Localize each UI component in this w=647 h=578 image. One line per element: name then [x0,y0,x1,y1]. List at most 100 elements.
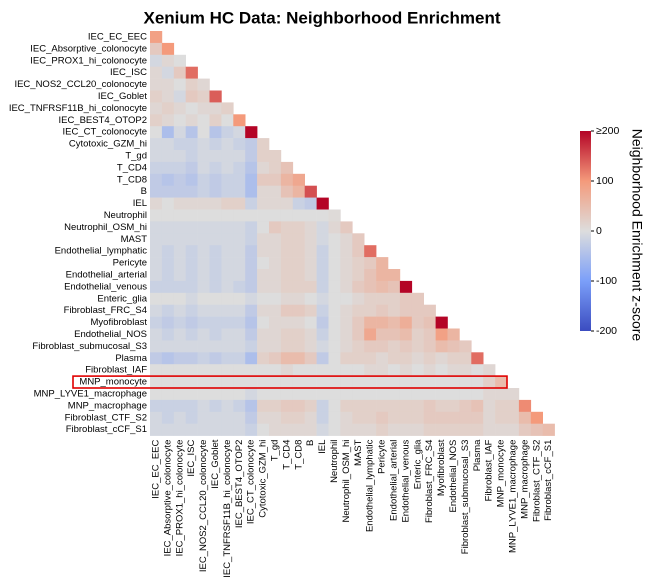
cell [221,138,234,151]
cell [209,423,222,436]
cell [388,376,401,389]
cell [150,31,163,44]
cell [197,399,210,413]
cell [257,138,270,151]
cell [150,66,163,79]
cell [280,316,294,329]
cell [150,340,163,353]
cell [316,399,329,413]
cell [435,388,448,401]
cell [364,364,377,377]
cell [495,399,508,413]
cell [185,292,198,305]
cell [269,423,282,436]
cell [280,376,294,389]
cell [197,233,210,246]
cell [328,292,341,305]
cell [245,388,258,401]
cell [209,411,222,424]
cell [316,209,329,222]
cell [173,173,186,186]
cell [233,411,246,424]
cell [352,328,365,341]
y-tick-label: T_gd [125,150,147,161]
cell [173,66,186,79]
cell [411,340,424,353]
cell [173,233,186,246]
cell [257,411,270,424]
cell [459,411,472,424]
cell [197,209,210,222]
cell [292,340,305,353]
cell [304,209,317,222]
cell [209,388,222,401]
cell [221,364,234,377]
cell [483,411,496,424]
cell [150,269,163,282]
cell [150,245,163,258]
cell [316,292,329,305]
cell [197,411,210,424]
cell [304,411,317,424]
cell [447,340,460,353]
cell [161,292,175,305]
cell [399,304,413,317]
cell [150,376,163,389]
cell [376,399,389,413]
cell [185,233,198,246]
cell [233,173,246,186]
cell [423,304,436,317]
cell [150,126,163,139]
cell [185,114,198,127]
cell [352,280,365,294]
cell [507,399,520,413]
cell [376,376,389,389]
cell [316,304,329,317]
x-tick-label: T_CD8 [293,440,304,470]
cell [209,161,222,175]
cell [435,423,448,436]
cell [518,423,532,436]
cell [185,90,198,103]
cell [435,340,448,353]
y-tick-label: Pericyte [113,258,147,269]
cell [221,257,234,270]
cell [173,423,186,436]
cell [161,126,175,139]
cell [173,197,186,210]
cell [471,423,484,436]
cell [173,150,186,163]
cell [185,376,198,389]
cell [328,340,341,353]
cell [388,316,401,329]
cell [197,388,210,401]
cell [221,114,234,127]
cell [328,280,341,294]
cell [245,221,258,234]
cell [399,399,413,413]
cell [150,292,163,305]
cell [399,280,413,294]
cell [233,376,246,389]
cell [340,340,353,353]
cell [483,399,496,413]
cell [233,138,246,151]
cell [352,233,365,246]
cell [150,150,163,163]
cell [364,292,377,305]
cell [161,42,175,56]
y-tick-label: Plasma [115,353,147,364]
cell [447,328,460,341]
cell [221,399,234,413]
cell [245,185,258,198]
cell [173,352,186,365]
y-tick-label: IEC_TNFRSF11B_hi_colonocyte [9,103,147,114]
cell [269,340,282,353]
cell [435,399,448,413]
cell [411,388,424,401]
cell [209,257,222,270]
cell [257,304,270,317]
cell [340,269,353,282]
cell [161,352,175,365]
